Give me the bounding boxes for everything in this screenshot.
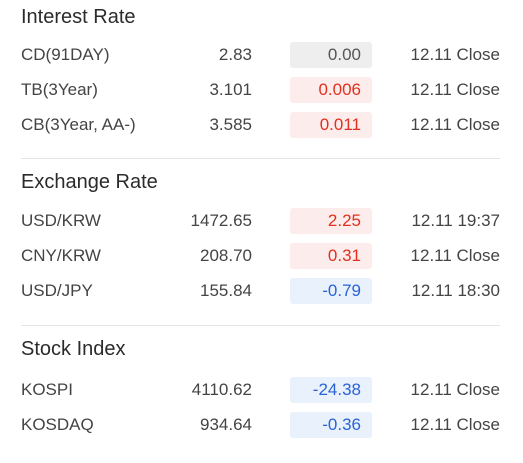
list-item[interactable]: CD(91DAY) 2.83 0.00 12.11 Close [21, 37, 500, 72]
section-title-exchange-rate: Exchange Rate [21, 171, 158, 193]
indicator-name: CB(3Year, AA-) [21, 115, 136, 134]
indicator-value: 3.101 [209, 80, 252, 99]
indicator-name: TB(3Year) [21, 80, 98, 99]
indicator-name: USD/KRW [21, 211, 101, 230]
change-badge: -24.38 [290, 377, 372, 403]
exchange-rate-section: Exchange Rate USD/KRW 1472.65 2.25 12.11… [21, 165, 500, 308]
indicator-value: 1472.65 [190, 211, 252, 230]
indicator-time: 12.11 Close [410, 246, 500, 265]
indicator-name: CD(91DAY) [21, 45, 110, 64]
change-badge: 0.006 [290, 77, 372, 103]
change-badge: -0.79 [290, 278, 372, 304]
indicator-value: 934.64 [200, 415, 252, 434]
indicator-value: 155.84 [200, 281, 252, 300]
change-badge: -0.36 [290, 412, 372, 438]
list-item[interactable]: TB(3Year) 3.101 0.006 12.11 Close [21, 72, 500, 107]
change-badge: 0.011 [290, 112, 372, 138]
indicator-time: 12.11 Close [410, 80, 500, 99]
indicator-name: USD/JPY [21, 281, 93, 300]
change-badge: 2.25 [290, 208, 372, 234]
indicator-name: KOSDAQ [21, 415, 94, 434]
interest-rate-section: Interest Rate CD(91DAY) 2.83 0.00 12.11 … [21, 0, 500, 142]
indicator-value: 208.70 [200, 246, 252, 265]
indicator-value: 4110.62 [191, 380, 252, 399]
list-item[interactable]: KOSPI 4110.62 -24.38 12.11 Close [21, 372, 500, 407]
list-item[interactable]: USD/KRW 1472.65 2.25 12.11 19:37 [21, 203, 500, 238]
indicator-value: 3.585 [209, 115, 252, 134]
list-item[interactable]: USD/JPY 155.84 -0.79 12.11 18:30 [21, 273, 500, 308]
list-item[interactable]: CB(3Year, AA-) 3.585 0.011 12.11 Close [21, 107, 500, 142]
section-title-interest-rate: Interest Rate [21, 6, 136, 28]
indicator-name: KOSPI [21, 380, 73, 399]
indicator-time: 12.11 Close [410, 380, 500, 399]
stock-index-section: Stock Index KOSPI 4110.62 -24.38 12.11 C… [21, 332, 500, 442]
section-divider [21, 325, 500, 326]
indicator-time: 12.11 Close [410, 45, 500, 64]
list-item[interactable]: KOSDAQ 934.64 -0.36 12.11 Close [21, 407, 500, 442]
indicator-name: CNY/KRW [21, 246, 101, 265]
section-divider [21, 158, 500, 159]
indicator-time: 12.11 19:37 [411, 211, 500, 230]
indicator-time: 12.11 Close [410, 115, 500, 134]
list-item[interactable]: CNY/KRW 208.70 0.31 12.11 Close [21, 238, 500, 273]
indicator-value: 2.83 [218, 45, 252, 64]
section-title-stock-index: Stock Index [21, 338, 126, 360]
change-badge: 0.31 [290, 243, 372, 269]
indicator-time: 12.11 Close [410, 415, 500, 434]
indicator-time: 12.11 18:30 [411, 281, 500, 300]
change-badge: 0.00 [290, 42, 372, 68]
